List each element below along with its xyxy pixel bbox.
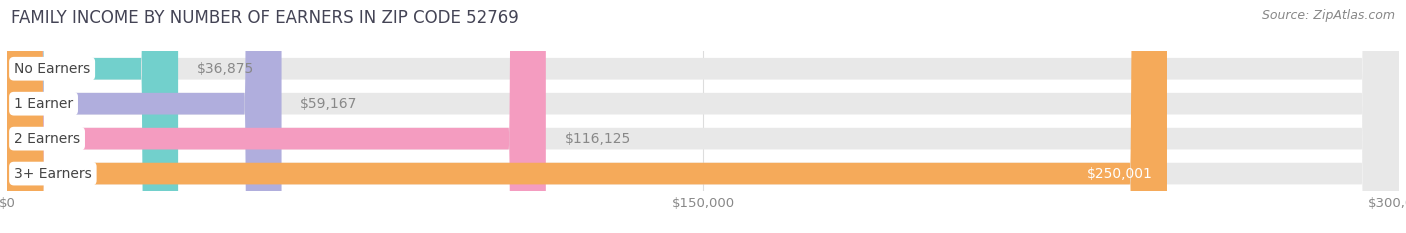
Text: 3+ Earners: 3+ Earners — [14, 167, 91, 181]
Text: 1 Earner: 1 Earner — [14, 97, 73, 111]
Text: $36,875: $36,875 — [197, 62, 254, 76]
FancyBboxPatch shape — [7, 0, 281, 233]
Text: FAMILY INCOME BY NUMBER OF EARNERS IN ZIP CODE 52769: FAMILY INCOME BY NUMBER OF EARNERS IN ZI… — [11, 9, 519, 27]
Text: 2 Earners: 2 Earners — [14, 132, 80, 146]
FancyBboxPatch shape — [7, 0, 1167, 233]
FancyBboxPatch shape — [7, 0, 179, 233]
Text: No Earners: No Earners — [14, 62, 90, 76]
FancyBboxPatch shape — [7, 0, 1399, 233]
Text: $59,167: $59,167 — [299, 97, 357, 111]
FancyBboxPatch shape — [7, 0, 546, 233]
Text: $116,125: $116,125 — [564, 132, 631, 146]
FancyBboxPatch shape — [7, 0, 1399, 233]
Text: $250,001: $250,001 — [1087, 167, 1153, 181]
FancyBboxPatch shape — [7, 0, 1399, 233]
Text: Source: ZipAtlas.com: Source: ZipAtlas.com — [1261, 9, 1395, 22]
FancyBboxPatch shape — [7, 0, 1399, 233]
